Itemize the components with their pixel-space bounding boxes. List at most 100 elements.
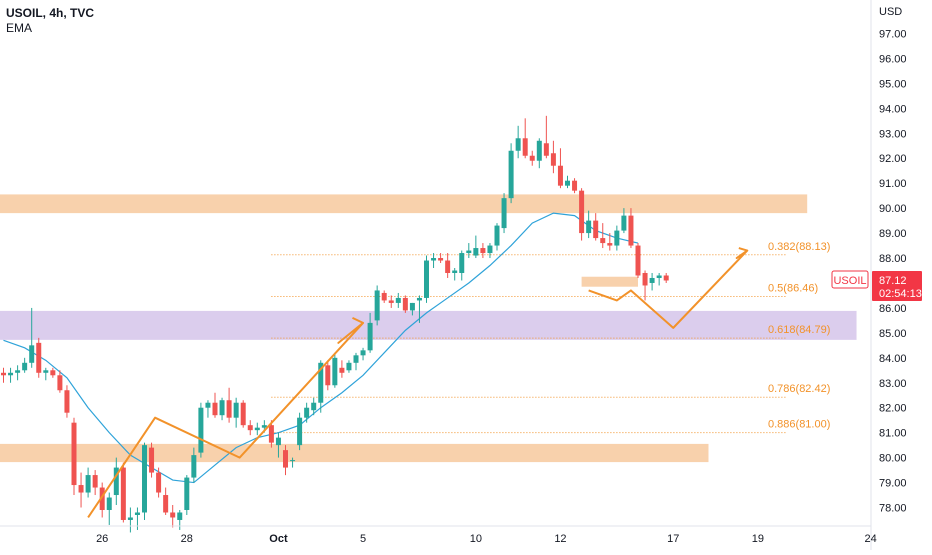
candle-52[interactable] [367,312,373,353]
candle-43[interactable] [304,402,310,423]
candle-59[interactable] [416,295,422,323]
candle-1[interactable] [8,367,14,383]
candle-15[interactable] [106,492,112,525]
candle-12[interactable] [85,467,91,498]
candle-19[interactable] [134,507,140,530]
candle-33[interactable] [233,397,239,428]
candle-17[interactable] [120,462,126,523]
candle-8[interactable] [57,370,63,393]
candle-94[interactable] [663,272,669,283]
candle-87[interactable] [614,225,620,251]
candle-40[interactable] [283,445,288,476]
candle-5[interactable] [36,337,42,378]
candle-85[interactable] [600,223,606,249]
candle-3[interactable] [22,357,28,373]
candle-89[interactable] [628,208,634,249]
candle-78[interactable] [550,140,556,174]
candle-44[interactable] [311,397,317,416]
candle-20[interactable] [142,442,147,520]
candle-68[interactable] [480,243,486,259]
candle-4[interactable] [29,307,35,368]
candle-25[interactable] [177,509,183,530]
candle-41[interactable] [290,457,296,468]
candle-86[interactable] [607,233,613,251]
zone-3[interactable] [581,276,638,287]
candle-51[interactable] [360,347,366,361]
indicator-label[interactable]: EMA [6,21,33,35]
candle-93[interactable] [656,272,662,286]
candle-79[interactable] [557,148,563,189]
candle-36[interactable] [254,422,260,436]
candle-23[interactable] [163,487,169,515]
candle-30[interactable] [212,392,218,418]
candle-34[interactable] [240,400,246,428]
candle-74[interactable] [522,118,528,159]
candle-60[interactable] [424,255,429,303]
candle-47[interactable] [332,352,338,388]
candle-2[interactable] [15,365,21,381]
projection-path-past[interactable] [87,316,365,519]
candle-70[interactable] [494,223,500,251]
candle-31[interactable] [219,397,225,421]
candle-56[interactable] [395,292,401,308]
candle-28[interactable] [198,402,204,458]
candle-65[interactable] [459,250,465,281]
candle-63[interactable] [445,253,451,278]
ema-line[interactable] [3,212,639,484]
candle-7[interactable] [50,367,56,378]
candle-54[interactable] [381,290,387,303]
candle-67[interactable] [473,235,479,259]
candle-39[interactable] [275,432,281,458]
candle-84[interactable] [593,213,599,241]
candle-83[interactable] [586,210,592,239]
zone-1[interactable] [0,310,857,340]
candle-61[interactable] [431,253,437,269]
symbol-title[interactable]: USOIL, 4h, TVC [6,6,95,20]
candle-6[interactable] [43,367,49,381]
candle-53[interactable] [374,285,380,326]
projection-path-future[interactable] [588,247,749,329]
candle-82[interactable] [579,188,585,241]
candle-88[interactable] [621,208,627,234]
candle-69[interactable] [487,243,493,259]
candle-26[interactable] [184,475,190,515]
candle-16[interactable] [113,457,119,506]
candle-29[interactable] [205,400,211,418]
candle-81[interactable] [572,178,578,194]
candle-62[interactable] [438,253,444,264]
zone-0[interactable] [0,194,808,214]
candle-38[interactable] [268,420,274,448]
candle-90[interactable] [635,243,641,278]
candle-72[interactable] [508,143,514,204]
candle-21[interactable] [149,442,155,478]
candle-27[interactable] [191,447,197,483]
candle-92[interactable] [649,272,655,291]
candle-91[interactable] [642,270,648,301]
candle-58[interactable] [409,302,415,316]
candle-73[interactable] [515,125,521,159]
candle-75[interactable] [529,150,535,166]
candle-77[interactable] [543,115,549,159]
candle-66[interactable] [466,243,472,259]
candle-11[interactable] [78,472,84,508]
candle-55[interactable] [388,295,394,308]
candle-0[interactable] [1,367,6,383]
candle-46[interactable] [325,360,331,391]
candle-10[interactable] [71,417,77,496]
candle-80[interactable] [565,175,570,189]
candle-64[interactable] [452,268,458,281]
zone-2[interactable] [0,443,709,463]
candle-50[interactable] [353,352,359,371]
candle-35[interactable] [247,420,253,436]
candle-42[interactable] [297,412,303,451]
candle-24[interactable] [170,505,176,528]
candle-49[interactable] [346,360,352,373]
candle-32[interactable] [226,387,232,423]
time-axis[interactable]: 26 28 Oct 5 10 12 17 19 24 [96,533,877,545]
candle-76[interactable] [536,138,542,169]
candle-48[interactable] [339,360,345,378]
candle-18[interactable] [127,507,133,533]
candle-71[interactable] [501,193,507,234]
